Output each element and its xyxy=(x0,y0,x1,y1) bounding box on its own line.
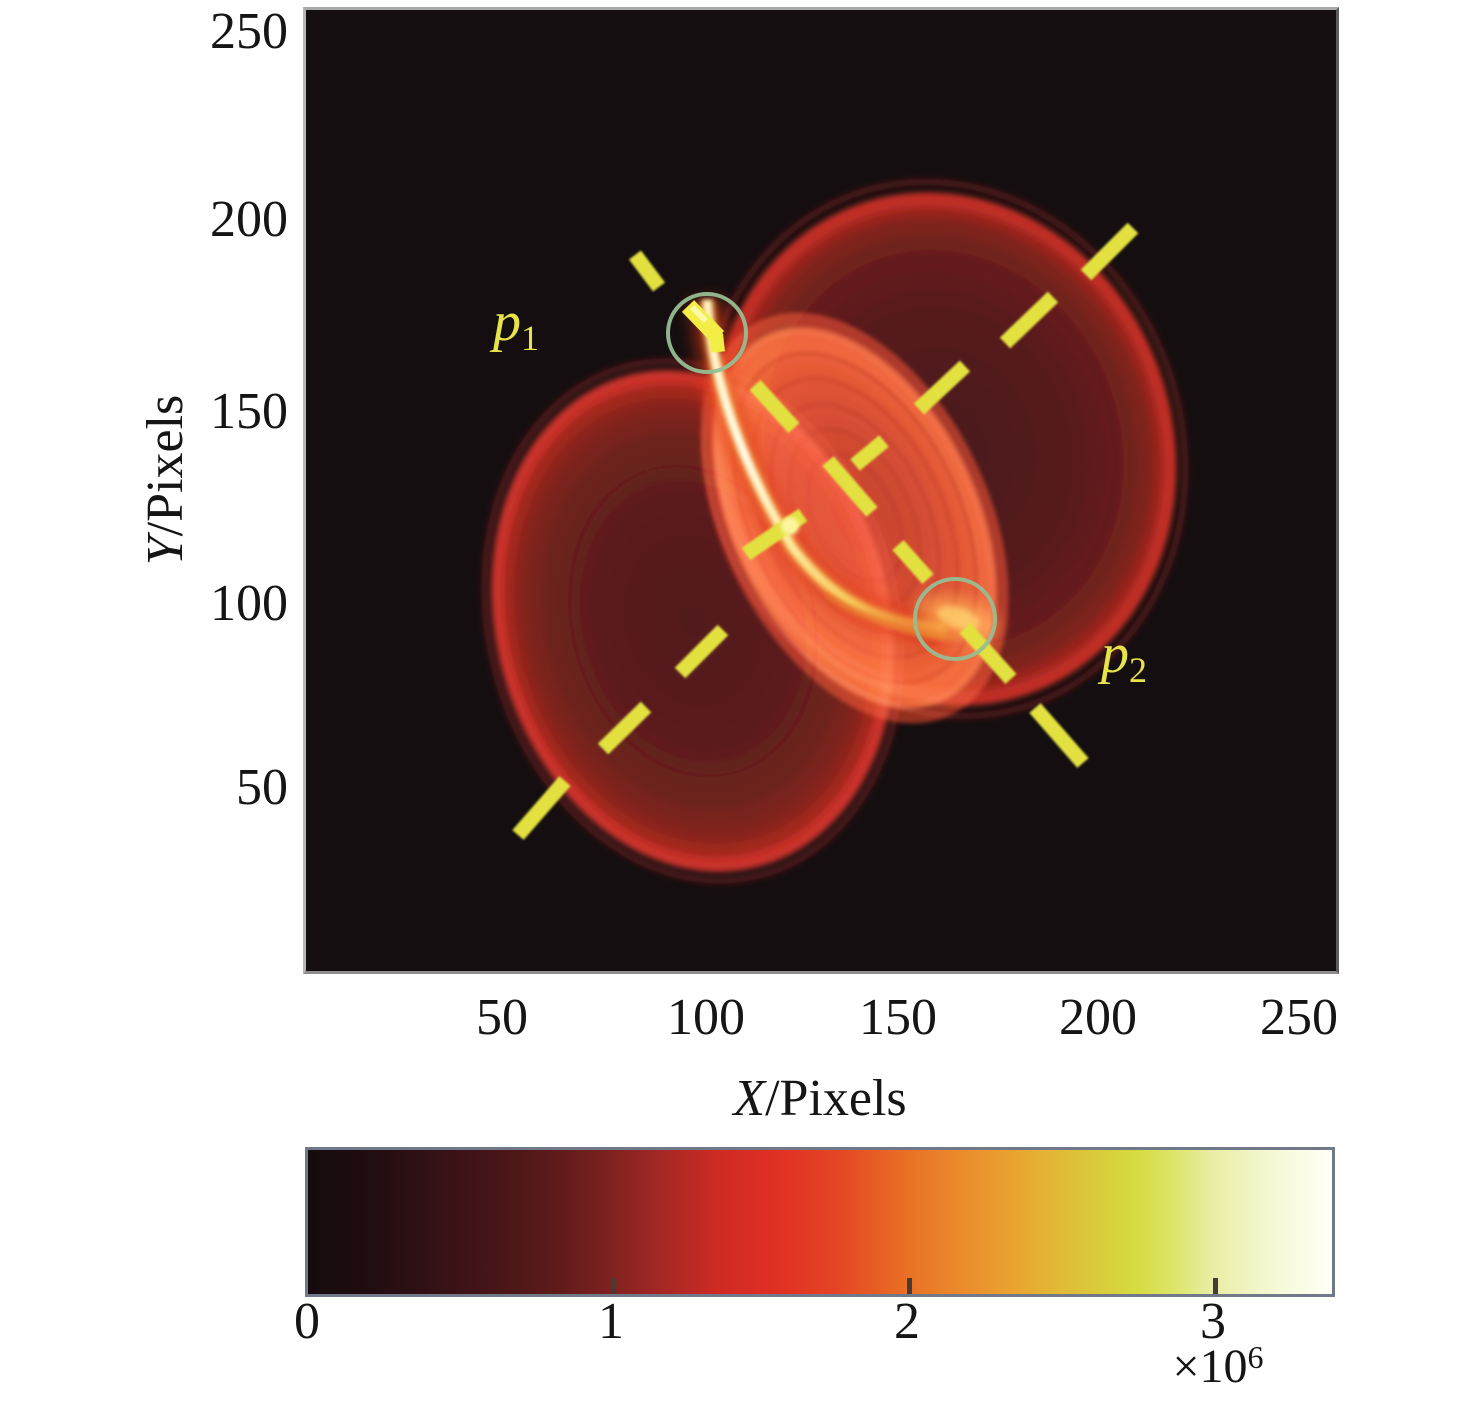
plot-area xyxy=(303,7,1339,974)
colorbar-notch xyxy=(1213,1278,1218,1294)
p2-circle xyxy=(913,577,997,661)
colorbar-multiplier-exponent: 6 xyxy=(1247,1339,1264,1375)
p2-label: p2 xyxy=(1079,623,1169,688)
y-axis-label: Y/Pixels xyxy=(137,330,194,630)
colorbar-tick: 3 xyxy=(1200,1293,1226,1350)
x-tick: 100 xyxy=(667,989,745,1046)
y-tick: 50 xyxy=(236,759,288,816)
dashed-line-p1-p2 xyxy=(629,250,1089,768)
heatmap-canvas xyxy=(306,10,1336,971)
p2-label-sub: 2 xyxy=(1129,650,1147,690)
y-tick: 250 xyxy=(210,3,288,60)
x-axis-label-symbol: X xyxy=(733,1070,766,1127)
y-tick: 100 xyxy=(210,575,288,632)
y-tick: 150 xyxy=(210,383,288,440)
p1-label-base: p xyxy=(493,291,521,353)
x-tick: 200 xyxy=(1059,989,1137,1046)
colorbar-multiplier: ×106 xyxy=(1113,1339,1323,1393)
p1-label: p1 xyxy=(471,291,561,356)
p2-hotspot xyxy=(917,594,999,642)
x-axis-label: X/Pixels xyxy=(670,1072,970,1126)
p1-circle xyxy=(666,292,748,374)
colorbar-notch xyxy=(611,1278,616,1294)
colorbar-tick: 0 xyxy=(294,1293,320,1350)
colorbar-tick: 1 xyxy=(598,1293,624,1350)
p1-label-sub: 1 xyxy=(521,318,539,358)
p1-marker xyxy=(681,300,725,353)
colorbar-multiplier-base: ×10 xyxy=(1172,1340,1248,1393)
arc-crossing-highlight xyxy=(781,517,799,535)
bright-arc xyxy=(690,298,955,649)
y-axis-label-unit: /Pixels xyxy=(137,394,194,537)
x-tick: 50 xyxy=(476,989,528,1046)
y-tick: 200 xyxy=(210,191,288,248)
x-tick: 150 xyxy=(859,989,937,1046)
y-axis-label-symbol: Y xyxy=(137,536,194,566)
colorbar-tick: 2 xyxy=(894,1293,920,1350)
x-axis-label-unit: /Pixels xyxy=(765,1070,907,1127)
p2-label-base: p xyxy=(1101,623,1129,685)
colorbar xyxy=(305,1147,1335,1297)
colorbar-notch xyxy=(907,1278,912,1294)
x-tick: 250 xyxy=(1260,989,1338,1046)
